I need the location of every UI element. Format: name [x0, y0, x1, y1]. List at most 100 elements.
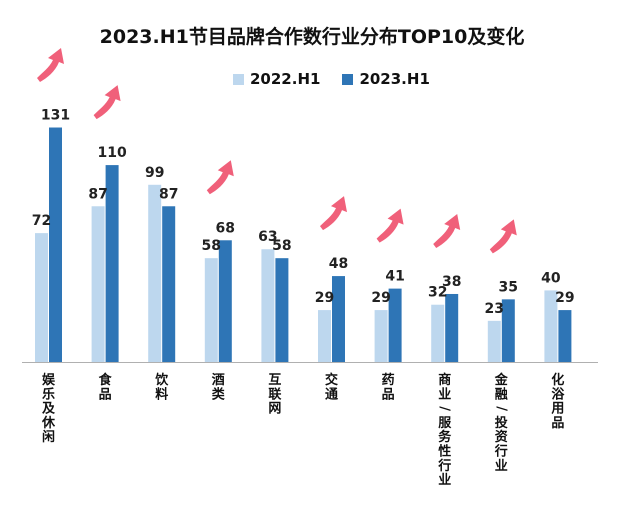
data-label-2023-9: 29 [555, 290, 574, 306]
bar-2023-7 [445, 293, 459, 362]
category-label-8-char-0: 金 [494, 372, 509, 388]
bar-2023-5 [332, 276, 345, 362]
data-label-2023-4: 58 [272, 238, 291, 254]
category-label-0-char-3: 休 [41, 415, 56, 431]
bar-2022-2 [148, 184, 162, 362]
category-label-4-char-1: 联 [268, 387, 281, 402]
data-label-2022-3: 58 [202, 238, 221, 254]
category-label-5-char-0: 交 [325, 372, 338, 388]
category-label-8-char-1: 融 [495, 386, 508, 402]
category-label-9-char-2: 用 [550, 402, 564, 417]
category-label-2-char-0: 饮 [154, 372, 169, 388]
category-label-7-char-2: / [437, 406, 452, 411]
data-label-2022-4: 63 [258, 229, 277, 245]
bar-2023-9 [558, 310, 572, 362]
legend-label-2023: 2023.H1 [359, 70, 430, 88]
increase-arrow-icon [206, 160, 234, 195]
data-label-2023-0: 131 [41, 108, 70, 124]
category-label-0-char-1: 乐 [42, 386, 55, 402]
increase-arrow-icon [320, 196, 347, 231]
category-label-0-char-0: 娱 [42, 373, 56, 388]
bar-2022-9 [544, 290, 558, 362]
category-label-0-char-4: 闲 [42, 430, 55, 445]
bar-2022-5 [318, 310, 331, 362]
bar-2023-2 [162, 206, 176, 362]
increase-arrow-icon [376, 208, 404, 243]
increase-arrow-icon [93, 85, 121, 120]
increase-arrow-icon [37, 48, 64, 82]
increase-arrow-shape [376, 208, 404, 243]
legend-label-2022: 2022.H1 [250, 70, 321, 88]
data-label-2022-7: 32 [428, 285, 447, 301]
data-label-2022-6: 29 [371, 290, 390, 306]
bar-2022-8 [487, 320, 501, 362]
increase-arrow-shape [320, 196, 347, 231]
bar-2022-6 [374, 310, 388, 362]
legend-swatch-2022 [233, 73, 244, 85]
data-label-2022-0: 72 [32, 213, 51, 229]
category-label-4-char-0: 互 [268, 373, 281, 388]
category-label-7-char-1: 业 [438, 386, 451, 402]
category-label-7-char-5: 性 [438, 444, 451, 460]
data-label-2023-8: 35 [499, 279, 518, 295]
data-label-2023-7: 38 [442, 274, 461, 290]
bar-2023-3 [218, 240, 232, 362]
category-label-5-char-1: 通 [325, 386, 338, 402]
category-label-8-char-2: / [493, 406, 508, 411]
increase-arrow-shape [206, 160, 234, 195]
category-label-3-char-1: 类 [212, 386, 226, 402]
category-label-7-char-0: 商 [438, 372, 451, 388]
category-label-9-char-0: 化 [551, 372, 564, 388]
data-label-2022-8: 23 [485, 301, 504, 317]
category-label-8-char-3: 投 [495, 415, 508, 431]
bar-2023-0 [49, 127, 62, 362]
increase-arrow-shape [37, 48, 64, 82]
category-label-7-char-6: 行 [437, 458, 451, 474]
bar-2022-3 [204, 258, 218, 362]
data-label-2022-9: 40 [541, 270, 561, 286]
data-label-2022-2: 99 [145, 165, 164, 181]
bar-2023-6 [388, 288, 402, 362]
legend-item-2022: 2022.H1 [233, 70, 320, 88]
legend-item-2023: 2023.H1 [342, 70, 430, 88]
category-label-8-char-5: 行 [494, 444, 508, 460]
category-label-6-char-0: 药 [382, 372, 395, 388]
category-label-0-char-2: 及 [42, 402, 56, 417]
data-label-2022-1: 87 [88, 186, 107, 202]
category-label-9-char-1: 浴 [551, 386, 565, 402]
increase-arrow-icon [489, 219, 517, 254]
legend: 2022.H1 2023.H1 [233, 70, 452, 88]
bar-2023-4 [275, 258, 289, 362]
category-label-4-char-2: 网 [268, 402, 281, 417]
data-label-2023-3: 68 [216, 220, 235, 236]
increase-arrow-icon [433, 213, 461, 248]
data-label-2023-6: 41 [385, 269, 404, 285]
data-label-2023-2: 87 [159, 186, 178, 202]
category-label-7-char-3: 服 [438, 416, 452, 431]
category-label-7-char-4: 务 [438, 429, 452, 445]
data-label-2023-1: 110 [97, 145, 126, 161]
category-label-8-char-4: 资 [495, 429, 508, 445]
category-label-9-char-3: 品 [551, 416, 564, 431]
increase-arrow-shape [93, 85, 121, 120]
data-label-2022-5: 29 [315, 290, 334, 306]
bar-2023-1 [105, 165, 119, 362]
category-label-7-char-7: 业 [438, 472, 451, 488]
category-label-6-char-1: 品 [382, 387, 395, 402]
increase-arrow-shape [489, 219, 517, 254]
chart-title: 2023.H1节目品牌合作数行业分布TOP10及变化 [99, 26, 525, 48]
category-label-8-char-6: 业 [495, 458, 508, 474]
category-label-1-char-0: 食 [99, 372, 113, 388]
category-label-1-char-1: 品 [99, 387, 112, 402]
bar-2022-7 [431, 304, 445, 362]
data-label-2023-5: 48 [329, 256, 348, 272]
increase-arrow-shape [433, 213, 461, 248]
category-label-3-char-0: 酒 [212, 373, 225, 388]
legend-swatch-2023 [342, 73, 354, 85]
bar-2022-1 [91, 206, 105, 362]
bar-2023-8 [501, 299, 515, 362]
bar-2022-0 [35, 233, 48, 362]
bar-2022-4 [261, 249, 275, 362]
category-label-2-char-1: 料 [155, 386, 168, 402]
